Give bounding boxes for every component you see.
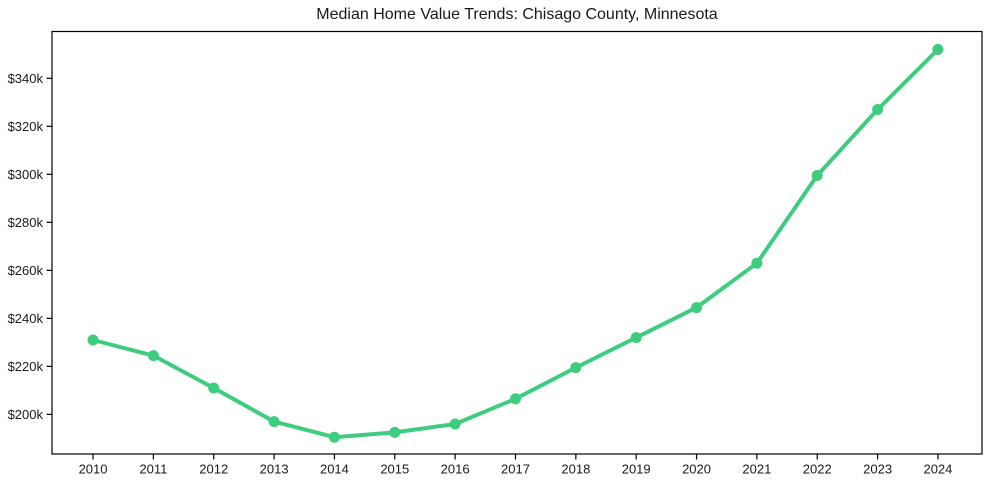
x-tick-label: 2021 xyxy=(742,462,771,477)
plot-border xyxy=(51,30,983,455)
y-tick-label: $280k xyxy=(8,215,44,230)
y-tick-label: $340k xyxy=(8,71,44,86)
data-point xyxy=(570,362,582,374)
data-point xyxy=(449,418,461,430)
x-tick-label: 2010 xyxy=(79,462,108,477)
x-tick-label: 2014 xyxy=(320,462,349,477)
data-point xyxy=(510,393,521,405)
data-point xyxy=(932,44,944,55)
x-tick-label: 2024 xyxy=(923,462,952,477)
y-tick-label: $260k xyxy=(8,263,44,278)
data-point xyxy=(872,104,884,115)
data-point xyxy=(389,426,401,438)
y-tick-label: $300k xyxy=(8,167,44,182)
x-tick-label: 2013 xyxy=(260,462,289,477)
x-tick-label: 2012 xyxy=(199,462,228,477)
data-point xyxy=(268,416,280,428)
x-tick-label: 2020 xyxy=(682,462,711,477)
data-point xyxy=(691,302,702,314)
data-point xyxy=(811,170,823,181)
x-tick-label: 2011 xyxy=(139,462,167,477)
y-tick-label: $200k xyxy=(8,407,44,422)
x-tick-label: 2023 xyxy=(863,462,892,477)
y-tick-label: $320k xyxy=(8,119,44,134)
data-point xyxy=(328,431,340,443)
data-point xyxy=(147,350,159,362)
x-tick-label: 2016 xyxy=(441,462,470,477)
x-tick-label: 2019 xyxy=(622,462,651,477)
chart-title: Median Home Value Trends: Chisago County… xyxy=(316,6,718,23)
x-tick-label: 2022 xyxy=(803,462,832,477)
x-tick-label: 2018 xyxy=(561,462,590,477)
data-point xyxy=(208,382,220,394)
x-tick-label: 2015 xyxy=(380,462,409,477)
data-point xyxy=(87,334,99,346)
y-tick-label: $220k xyxy=(8,359,44,374)
data-point xyxy=(630,332,642,344)
x-tick-label: 2017 xyxy=(501,462,530,477)
y-tick-label: $240k xyxy=(8,311,44,326)
data-point xyxy=(751,257,763,269)
